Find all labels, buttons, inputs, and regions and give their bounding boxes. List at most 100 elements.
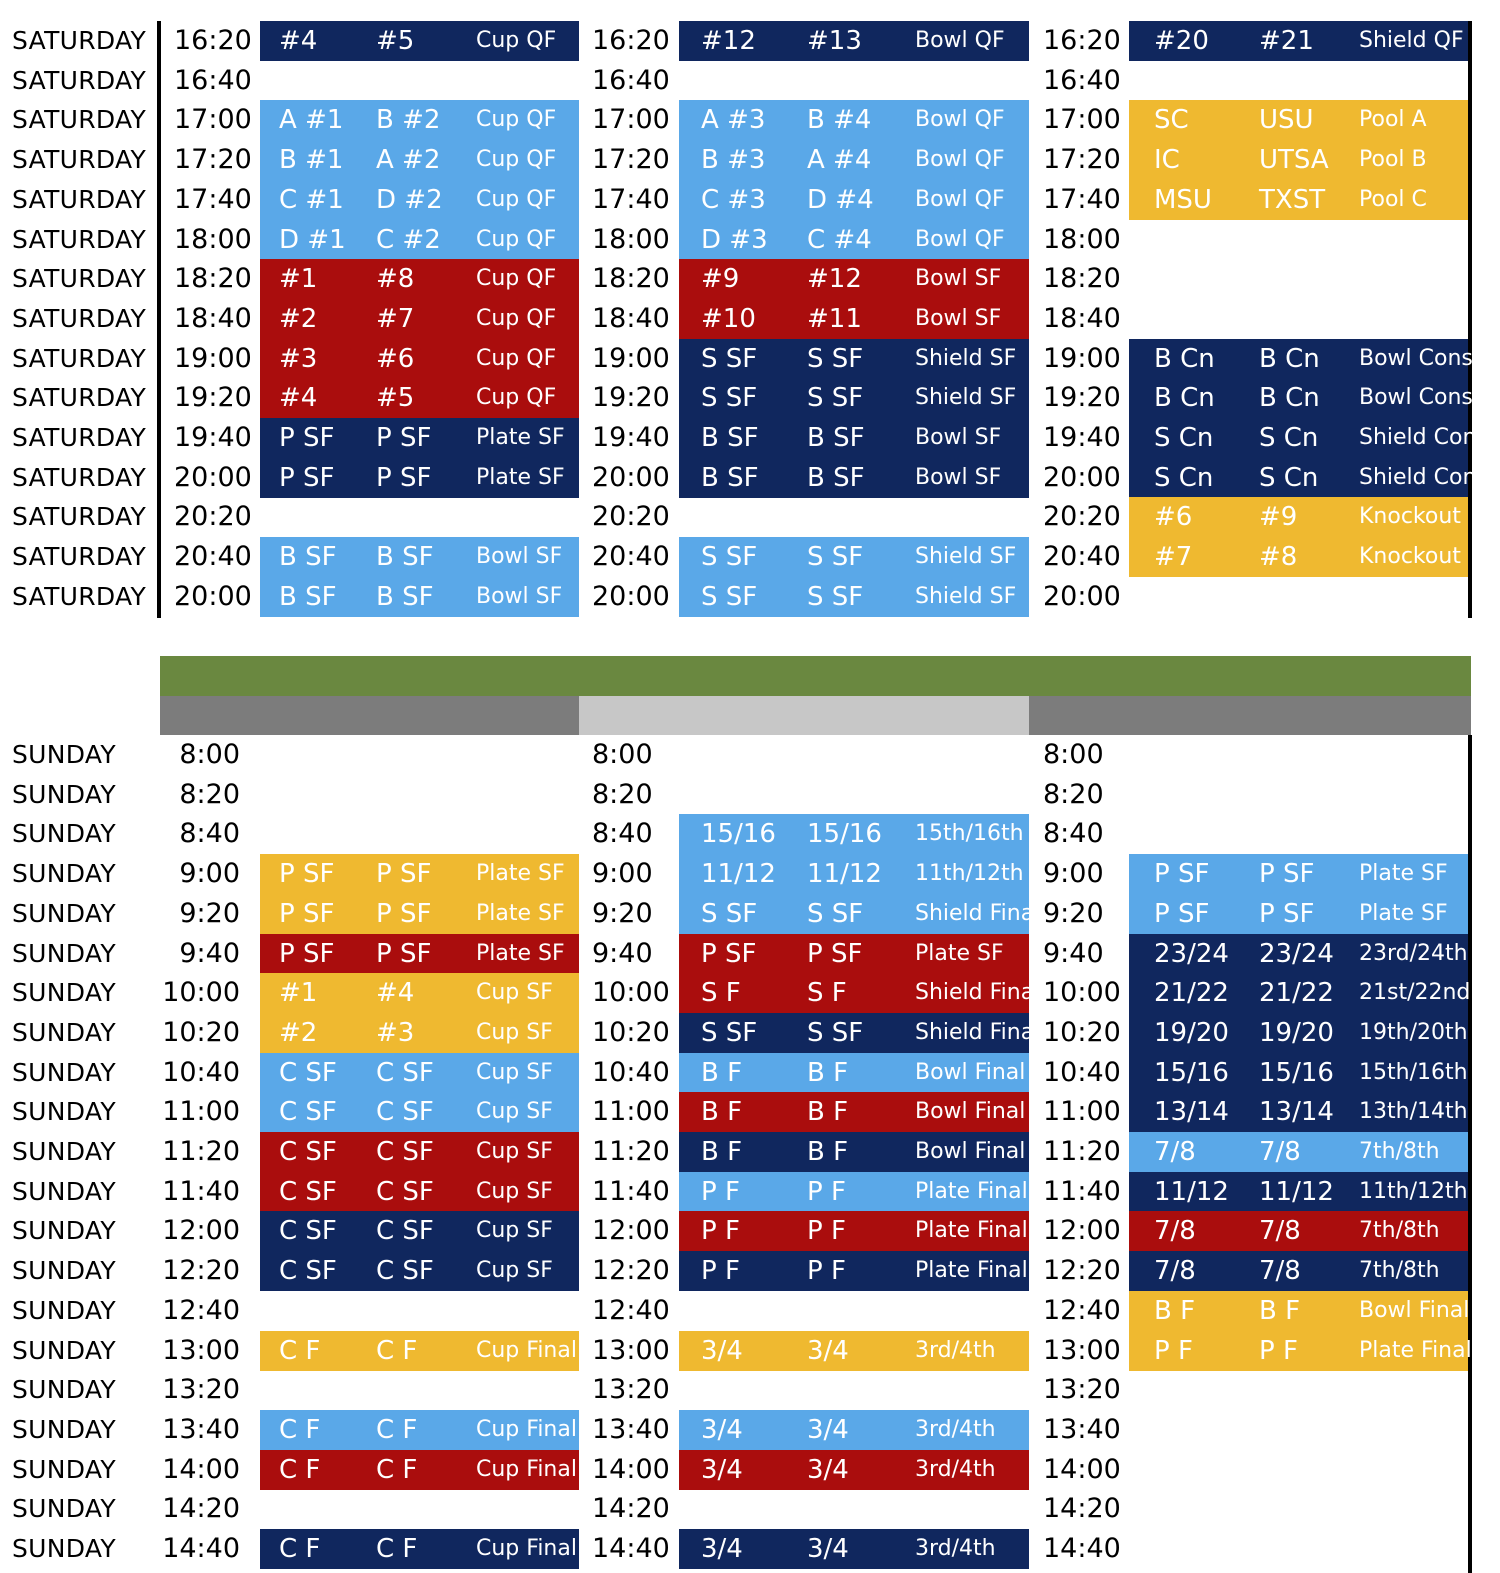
match-cell: S SF S SF Shield SF: [679, 338, 1029, 379]
time-slot: 16:20: [592, 25, 670, 56]
team-b: C SF: [376, 1256, 434, 1287]
sunday-row: SUNDAY 8:00 8:00 8:00: [0, 735, 1500, 775]
team-b: P SF: [376, 462, 432, 493]
sunday-row: SUNDAY 11:40 C SF C SF Cup SF 11:40 P F P F Plat…: [0, 1171, 1500, 1212]
match-type: Pool B: [1359, 147, 1427, 173]
team-a: C SF: [279, 1176, 337, 1207]
team-a: C SF: [279, 1097, 337, 1128]
team-b: P SF: [1259, 859, 1315, 890]
time-slot: 13:00: [1043, 1334, 1121, 1366]
match-cell: 3/4 3/4 3rd/4th: [679, 1529, 1029, 1569]
match-type: Cup SF: [476, 1178, 553, 1204]
time-slot: 20:20: [174, 501, 252, 533]
team-b: 19/20: [1259, 1017, 1334, 1048]
team-b: C F: [376, 1454, 418, 1485]
time-slot: 8:20: [592, 778, 653, 810]
time-slot: 18:00: [592, 223, 670, 255]
time-slot: 12:00: [162, 1215, 240, 1247]
time-slot: 12:40: [162, 1294, 240, 1326]
match-type: Shield Cons.: [1359, 464, 1495, 490]
team-a: IC: [1154, 145, 1180, 176]
match-type: Cup QF: [476, 107, 557, 133]
match-type: 3rd/4th: [915, 1456, 996, 1482]
match-type: Bowl QF: [915, 107, 1005, 133]
match-type: 11th/12th: [1359, 1178, 1468, 1204]
match-cell: 13/14 13/14 13th/14th: [1129, 1092, 1468, 1133]
match-type: Cup QF: [476, 226, 557, 252]
team-b: B F: [807, 1137, 849, 1167]
team-a: C F: [279, 1414, 321, 1445]
team-a: #10: [701, 303, 756, 334]
match-cell: 7/8 7/8 7th/8th: [1129, 1132, 1468, 1172]
match-cell: C F C F Cup Final: [260, 1449, 579, 1490]
day-label: SATURDAY: [12, 105, 147, 135]
match-cell: S Cn S Cn Shield Cons.: [1129, 457, 1495, 498]
day-label: SUNDAY: [12, 1137, 116, 1166]
time-slot: 8:20: [179, 778, 240, 810]
match-type: 13th/14th: [1359, 1099, 1468, 1125]
team-b: A #2: [376, 145, 441, 176]
match-type: 23rd/24th: [1359, 940, 1468, 966]
sunday-subheader-middle: [579, 696, 1029, 735]
team-b: B Cn: [1259, 343, 1320, 374]
time-slot: 17:20: [592, 144, 670, 176]
match-type: Bowl QF: [915, 226, 1005, 252]
team-b: 23/24: [1259, 938, 1334, 969]
sunday-row: SUNDAY 11:20 C SF C SF Cup SF 11:20 B F B F Bowl…: [0, 1132, 1500, 1172]
time-slot: 19:20: [1043, 382, 1121, 414]
match-type: Plate SF: [476, 425, 565, 450]
team-b: #8: [376, 264, 415, 295]
day-label: SUNDAY: [12, 1295, 116, 1325]
saturday-row: SATURDAY 20:00 B SF B SF Bowl SF 20:00 S SF S S…: [0, 576, 1500, 617]
day-label: SUNDAY: [12, 1414, 116, 1444]
time-slot: 13:20: [592, 1374, 670, 1406]
time-slot: 8:40: [1043, 818, 1104, 850]
time-slot: 9:20: [179, 897, 240, 929]
match-cell: 11/12 11/12 11th/12th: [679, 854, 1029, 895]
team-a: P SF: [279, 859, 335, 890]
time-slot: 8:00: [179, 739, 240, 770]
team-a: C #3: [701, 184, 766, 215]
match-type: Bowl Final: [915, 1139, 1026, 1164]
match-type: Plate Final: [915, 1258, 1028, 1284]
saturday-row: SATURDAY 18:40 #2 #7 Cup QF 18:40 #10 #11 Bowl S…: [0, 298, 1500, 339]
team-a: 19/20: [1154, 1017, 1229, 1048]
time-slot: 14:00: [1043, 1453, 1121, 1485]
time-slot: 10:20: [592, 1016, 670, 1048]
team-b: #11: [807, 303, 862, 334]
time-slot: 14:40: [592, 1533, 670, 1564]
match-cell: P SF P SF Plate SF: [260, 418, 579, 458]
sunday-row: SUNDAY 12:40 12:40 12:40 B F B F Bowl Final: [0, 1290, 1500, 1331]
team-a: 3/4: [701, 1414, 743, 1445]
match-cell: #1 #8 Cup QF: [260, 259, 579, 300]
match-type: Shield QF: [1359, 28, 1464, 53]
match-cell: #1 #4 Cup SF: [260, 973, 579, 1014]
match-type: Cup Final: [476, 1416, 577, 1442]
time-slot: 19:40: [1043, 422, 1121, 453]
match-cell: C F C F Cup Final: [260, 1409, 579, 1450]
time-slot: 20:00: [592, 461, 670, 493]
team-b: 3/4: [807, 1534, 849, 1564]
time-slot: 12:20: [162, 1255, 240, 1287]
time-slot: 17:40: [174, 183, 252, 215]
match-cell: C SF C SF Cup SF: [260, 1132, 579, 1172]
match-cell: C SF C SF Cup SF: [260, 1092, 579, 1133]
day-label: SUNDAY: [12, 938, 116, 968]
day-label: SUNDAY: [12, 740, 116, 769]
team-b: 7/8: [1259, 1256, 1301, 1287]
day-label: SATURDAY: [12, 224, 147, 254]
time-slot: 20:00: [174, 580, 252, 612]
match-type: 11th/12th: [915, 861, 1024, 887]
time-slot: 12:20: [592, 1255, 670, 1287]
time-slot: 13:20: [162, 1374, 240, 1406]
day-label: SATURDAY: [12, 184, 147, 214]
day-label: SATURDAY: [12, 264, 147, 294]
team-a: 7/8: [1154, 1216, 1196, 1247]
team-b: #21: [1259, 26, 1314, 56]
team-a: S SF: [701, 542, 758, 573]
day-label: SUNDAY: [12, 1097, 116, 1127]
match-type: Shield SF: [915, 385, 1017, 411]
saturday-row: SATURDAY 18:20 #1 #8 Cup QF 18:20 #9 #12 Bowl SF…: [0, 259, 1500, 300]
team-b: UTSA: [1259, 145, 1329, 176]
match-type: Bowl Final: [915, 1099, 1026, 1125]
